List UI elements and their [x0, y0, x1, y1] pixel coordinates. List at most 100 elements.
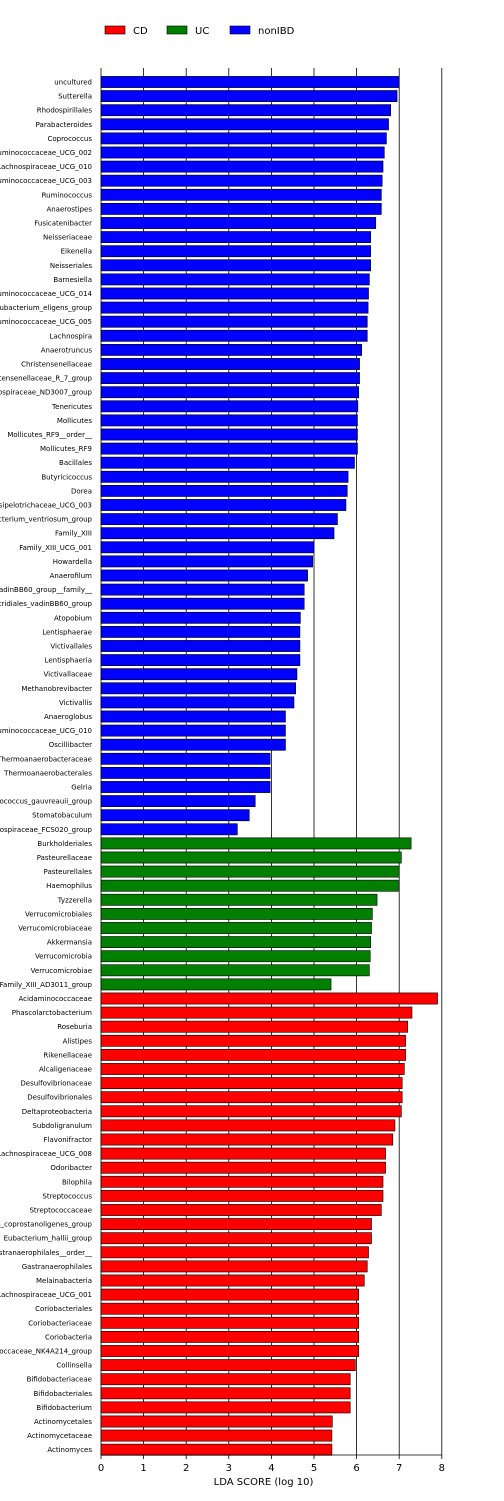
- y-label-cd-29: Bifidobacterium: [36, 1404, 92, 1412]
- bar-nonibd-28: [101, 471, 348, 482]
- bar-nonibd-18: [101, 330, 367, 341]
- bar-nonibd-5: [101, 147, 384, 158]
- bar-cd-2: [101, 1021, 408, 1032]
- y-label-nonibd-10: Fusicatenibacter: [34, 220, 92, 228]
- bar-nonibd-36: [101, 584, 304, 595]
- y-label-cd-5: Alcaligenaceae: [39, 1066, 92, 1074]
- y-label-uc-9: Verrucomicrobiae: [31, 967, 92, 975]
- bar-nonibd-7: [101, 175, 382, 186]
- y-label-cd-12: Odoribacter: [50, 1164, 92, 1172]
- y-label-cd-2: Roseburia: [57, 1023, 92, 1031]
- y-label-nonibd-42: Victivallaceae: [44, 671, 92, 679]
- y-label-nonibd-53: Lachnospiraceae_FCS020_group: [0, 826, 93, 834]
- bar-nonibd-26: [101, 443, 357, 454]
- bar-uc-1: [101, 852, 401, 863]
- bar-nonibd-46: [101, 725, 285, 736]
- legend-swatch-uc: [167, 26, 187, 34]
- y-label-uc-8: Verrucomicrobia: [35, 953, 92, 961]
- y-label-nonibd-52: Stomatobaculum: [32, 812, 92, 820]
- legend-label-cd: CD: [133, 26, 148, 37]
- bar-cd-3: [101, 1035, 406, 1046]
- x-tick-label-2: 2: [183, 1463, 189, 1474]
- y-label-cd-22: Coriobacteriales: [35, 1305, 92, 1313]
- y-tick-labels: uncultured Sutterella Rhodospirillales Para…: [0, 79, 93, 1455]
- y-label-cd-6: Desulfovibrionaceae: [20, 1080, 92, 1088]
- y-label-nonibd-32: Family_XIII: [55, 530, 92, 538]
- legend-swatch-nonibd: [230, 26, 250, 34]
- bar-cd-14: [101, 1190, 383, 1201]
- y-label-cd-0: Acidaminococcaceae: [18, 995, 92, 1003]
- y-label-cd-14: Streptococcus: [42, 1192, 92, 1200]
- y-label-nonibd-47: Oscillibacter: [49, 741, 92, 749]
- bar-cd-10: [101, 1134, 393, 1145]
- x-tick-label-8: 8: [439, 1463, 445, 1474]
- bar-cd-7: [101, 1092, 402, 1103]
- y-label-cd-1: Phascolarctobacterium: [12, 1009, 92, 1017]
- bar-cd-29: [101, 1402, 350, 1413]
- y-label-nonibd-41: Lentisphaeria: [45, 657, 92, 665]
- bar-nonibd-22: [101, 387, 359, 398]
- y-label-cd-28: Bifidobacteriales: [33, 1390, 92, 1398]
- bar-nonibd-34: [101, 556, 313, 567]
- bar-nonibd-41: [101, 655, 300, 666]
- bar-nonibd-53: [101, 824, 237, 835]
- y-label-uc-6: Verrucomicrobiaceae: [18, 925, 92, 933]
- y-label-nonibd-13: Neisseriales: [50, 262, 92, 270]
- bar-cd-20: [101, 1275, 364, 1286]
- y-label-uc-5: Verrucomicrobiales: [25, 910, 92, 918]
- bar-nonibd-9: [101, 203, 381, 214]
- y-label-nonibd-8: Ruminococcus: [42, 191, 93, 199]
- y-label-cd-11: Lachnospiraceae_UCG_008: [0, 1150, 92, 1158]
- y-label-cd-15: Streptococcaceae: [29, 1207, 92, 1215]
- bar-nonibd-50: [101, 781, 270, 792]
- bar-nonibd-6: [101, 161, 383, 172]
- bar-cd-11: [101, 1148, 386, 1159]
- legend-swatch-cd: [105, 26, 125, 34]
- bar-nonibd-0: [101, 76, 399, 87]
- bar-cd-12: [101, 1162, 386, 1173]
- y-label-nonibd-50: Gelria: [71, 784, 92, 792]
- bar-nonibd-15: [101, 288, 369, 299]
- y-label-cd-25: Ruminococcaceae_NK4A214_group: [0, 1348, 93, 1356]
- x-tick-label-0: 0: [98, 1463, 104, 1474]
- y-label-uc-7: Akkermansia: [47, 939, 92, 947]
- y-label-cd-32: Actinomyces: [47, 1446, 92, 1454]
- y-label-uc-0: Burkholderiales: [37, 840, 92, 848]
- legend-label-nonibd: nonIBD: [258, 26, 295, 37]
- bar-nonibd-35: [101, 570, 308, 581]
- y-label-cd-7: Desulfovibrionales: [27, 1094, 92, 1102]
- y-label-nonibd-27: Bacillales: [59, 459, 92, 467]
- y-label-nonibd-39: Lentisphaerae: [42, 628, 92, 636]
- y-label-uc-1: Pasteurellaceae: [37, 854, 92, 862]
- bar-nonibd-31: [101, 514, 337, 525]
- y-label-nonibd-33: Family_XIII_UCG_001: [19, 544, 92, 552]
- bar-uc-6: [101, 922, 372, 933]
- x-tick-label-5: 5: [311, 1463, 317, 1474]
- bar-cd-26: [101, 1360, 355, 1371]
- bar-cd-6: [101, 1078, 402, 1089]
- y-label-nonibd-11: Neisseriaceae: [43, 234, 92, 242]
- y-label-cd-10: Flavonifractor: [44, 1136, 93, 1144]
- bar-cd-0: [101, 993, 438, 1004]
- y-label-nonibd-4: Coprococcus: [47, 135, 92, 143]
- y-label-nonibd-51: Ruminococcus_gauvreauii_group: [0, 798, 93, 806]
- y-label-nonibd-18: Lachnospira: [50, 332, 92, 340]
- bar-cd-13: [101, 1176, 383, 1187]
- bar-cd-24: [101, 1331, 359, 1342]
- bar-nonibd-4: [101, 133, 386, 144]
- bar-uc-10: [101, 979, 331, 990]
- bar-nonibd-13: [101, 260, 371, 271]
- bar-uc-0: [101, 838, 411, 849]
- y-label-nonibd-23: Tenericutes: [51, 403, 92, 411]
- bar-nonibd-21: [101, 373, 360, 384]
- bar-nonibd-14: [101, 274, 369, 285]
- y-label-cd-13: Bilophila: [62, 1178, 92, 1186]
- bar-nonibd-49: [101, 767, 270, 778]
- y-label-nonibd-2: Rhodospirillales: [37, 107, 93, 115]
- bar-cd-32: [101, 1444, 332, 1455]
- y-label-nonibd-46: Ruminococcaceae_UCG_010: [0, 727, 92, 735]
- y-label-nonibd-12: Eikenella: [61, 248, 92, 256]
- y-label-nonibd-3: Parabacteroides: [36, 121, 93, 129]
- bar-nonibd-40: [101, 640, 300, 651]
- y-label-nonibd-36: Clostridiales_vadinBB60_group__family__: [0, 586, 93, 594]
